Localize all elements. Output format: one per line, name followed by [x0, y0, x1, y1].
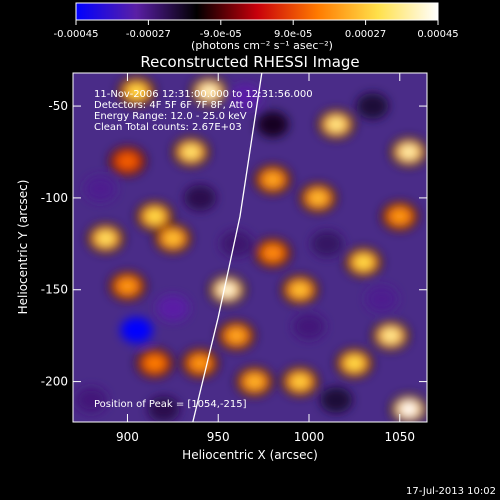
heatmap-bright-spot	[290, 374, 309, 389]
colorbar-tick-label: 0.00027	[345, 29, 386, 40]
heatmap-bright-spot	[245, 374, 264, 389]
colorbar-tick-label: -9.0e-05	[200, 29, 242, 40]
heatmap-bright-spot	[227, 328, 246, 343]
colorbar-tick-label: -0.00045	[54, 29, 99, 40]
annotation-line: Clean Total counts: 2.67E+03	[94, 122, 242, 133]
colorbar-ticks: -0.00045 -0.00027 -9.0e-05 9.0e-05 0.00027 0.…	[54, 20, 459, 40]
axis-ticks: 900 950 1000 1050 -200 -150 -100 -50	[41, 73, 427, 444]
colorbar: -0.00045 -0.00027 -9.0e-05 9.0e-05 0.00027 0.…	[54, 2, 459, 52]
heatmap-dark-spot	[220, 230, 253, 257]
y-tick-label: -50	[48, 99, 68, 113]
y-tick-label: -200	[41, 375, 68, 389]
annotation-block: 11-Nov-2006 12:31:00.000 to 12:31:56.000…	[94, 89, 313, 133]
heatmap-bright-spot	[381, 328, 400, 343]
heatmap-bright-spot	[96, 231, 115, 246]
heatmap-dark-spot	[184, 184, 217, 211]
heatmap-bright-spot	[354, 255, 373, 270]
heatmap-dark-spot	[356, 93, 389, 120]
colorbar-unit-label: (photons cm⁻² s⁻¹ asec⁻²)	[191, 39, 333, 52]
heatmap-dark-spot	[311, 230, 344, 257]
render-timestamp: 17-Jul-2013 10:02	[406, 486, 496, 497]
heatmap-dark-spot	[229, 83, 262, 110]
heatmap-dark-spot	[293, 313, 325, 340]
plot-frame	[72, 72, 428, 423]
x-tick-label: 1050	[384, 430, 415, 444]
heatmap-bright-spot	[145, 356, 164, 371]
heatmap-bright-spot	[218, 282, 237, 297]
heatmap-dark-spot	[256, 111, 289, 138]
heatmap-bright-spot	[399, 402, 418, 417]
solar-limb-line	[192, 73, 263, 422]
heatmap-bright-spot	[118, 279, 137, 294]
heatmap-bright-spot	[127, 84, 146, 99]
heatmap-dark-spot	[147, 396, 180, 422]
heatmap-bright-spot	[345, 356, 364, 371]
heatmap-dark-spot	[120, 317, 153, 344]
heatmap-dark-spot	[320, 386, 353, 413]
annotation-line: Detectors: 4F 5F 6F 7F 8F, Att 0	[94, 100, 253, 111]
heatmap-bright-spot	[399, 144, 418, 159]
x-tick-label: 950	[207, 430, 230, 444]
heatmap-dark-spot	[84, 175, 117, 202]
heatmap-bright-spot	[191, 356, 210, 371]
heatmap-bright-spot	[290, 282, 309, 297]
y-tick-label: -100	[41, 191, 68, 205]
heatmap-bright-spot	[263, 172, 282, 187]
heatmap-bright-spot	[309, 190, 328, 205]
x-axis-label: Heliocentric X (arcsec)	[182, 448, 318, 462]
colorbar-gradient	[75, 2, 439, 21]
peak-position-label: Position of Peak = [1054,-215]	[94, 399, 247, 410]
colorbar-tick-label: 0.00045	[417, 29, 458, 40]
chart-title: Reconstructed RHESSI Image	[140, 53, 359, 71]
heatmap-bright-spot	[200, 84, 219, 99]
annotation-line: 11-Nov-2006 12:31:00.000 to 12:31:56.000	[94, 89, 313, 100]
x-tick-label: 1000	[294, 430, 325, 444]
heatmap-bright-spot	[182, 144, 200, 159]
y-axis-label: Heliocentric Y (arcsec)	[16, 180, 30, 315]
heatmap-bright-spot	[163, 231, 182, 246]
heatmap-bright-spot	[390, 209, 409, 224]
heatmap-dark-spot	[75, 386, 108, 413]
annotation-line: Energy Range: 12.0 - 25.0 keV	[94, 111, 247, 122]
heatmap-image	[75, 76, 427, 422]
heatmap-bright-spot	[263, 246, 282, 261]
heatmap-bright-spot	[327, 117, 346, 132]
y-tick-label: -150	[41, 283, 68, 297]
heatmap-dark-spot	[365, 285, 398, 312]
x-tick-label: 900	[116, 430, 139, 444]
plot-area: 900 950 1000 1050 -200 -150 -100 -50	[41, 72, 428, 444]
colorbar-tick-label: -0.00027	[126, 29, 171, 40]
heatmap-dark-spot	[156, 295, 189, 322]
colorbar-tick-label: 9.0e-05	[274, 29, 312, 40]
heatmap-bright-spot	[145, 209, 164, 224]
heatmap-bright-spot	[118, 154, 137, 169]
